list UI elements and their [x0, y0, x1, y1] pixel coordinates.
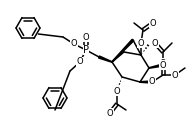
Text: O: O	[138, 38, 144, 48]
Polygon shape	[112, 39, 134, 62]
Text: P: P	[83, 45, 89, 55]
Polygon shape	[140, 81, 152, 83]
Text: O: O	[160, 61, 166, 69]
Text: O: O	[107, 109, 113, 118]
Text: O: O	[172, 71, 178, 79]
Text: O: O	[77, 58, 83, 66]
Text: O: O	[149, 78, 155, 86]
Text: O: O	[71, 39, 77, 48]
Text: O: O	[160, 58, 166, 68]
Text: O: O	[150, 18, 156, 28]
Text: O: O	[83, 32, 89, 42]
Text: O: O	[114, 86, 120, 95]
Text: O: O	[152, 38, 158, 48]
Polygon shape	[149, 64, 163, 68]
Polygon shape	[99, 56, 112, 62]
